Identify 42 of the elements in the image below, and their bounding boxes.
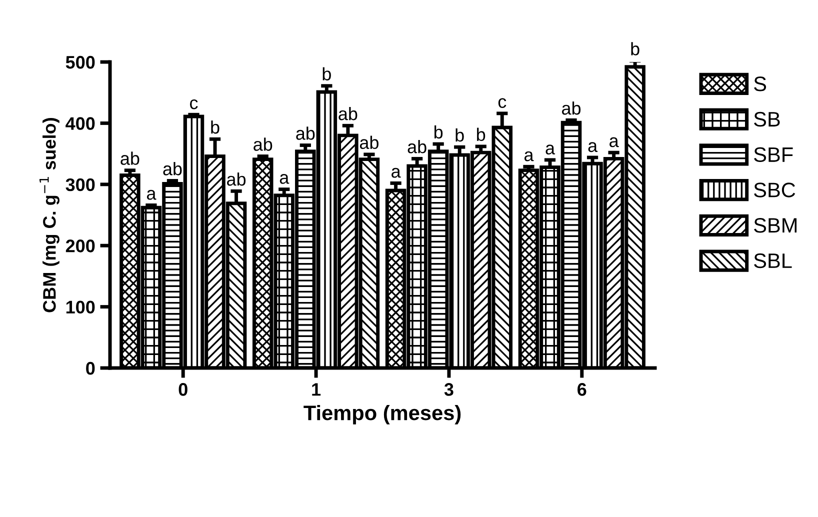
data-label: ab [120,152,140,165]
data-label: b [631,42,640,56]
data-label: ab [227,172,246,186]
y-tick-label: 500 [66,56,95,69]
legend-label: SBM [754,218,797,233]
x-tick-label: 1 [312,383,321,396]
data-label: ab [163,162,182,176]
x-axis-title: Tiempo (meses) [304,404,461,424]
y-tick-label: 300 [66,178,95,192]
data-label: ab [408,140,426,154]
y-tick-label: 400 [66,117,95,130]
data-label: ab [296,126,315,140]
data-label: a [392,168,401,178]
y-axis-title: CBM (mg C. g$^{−1}$ suelo) [40,118,60,312]
legend-label: SBF [754,147,793,162]
data-label: b [434,125,443,139]
data-label: ab [562,101,581,115]
data-label: a [588,142,598,152]
x-tick-label: 6 [578,383,586,396]
data-label: a [280,174,290,184]
data-label: b [456,128,464,142]
x-tick-label: 0 [178,383,188,396]
data-label: a [146,190,156,200]
data-label: b [477,128,486,142]
legend-label: SB [754,112,780,127]
data-label: c [498,98,506,108]
legend-label: S [754,76,766,92]
y-tick-label: 200 [66,240,95,252]
data-label: b [211,120,220,134]
data-label: a [610,137,619,148]
y-tick-label: 0 [86,362,95,375]
data-label: ab [254,138,272,151]
data-label: b [322,67,331,80]
data-label: a [524,151,534,162]
data-label: ab [338,106,358,120]
legend-label: SBC [754,182,796,198]
legend-label: SBL [754,253,792,268]
y-tick-label: 100 [66,300,95,314]
data-label: c [190,99,198,110]
x-tick-label: 3 [444,383,454,396]
data-label: ab [360,136,378,150]
data-label: a [546,144,556,155]
